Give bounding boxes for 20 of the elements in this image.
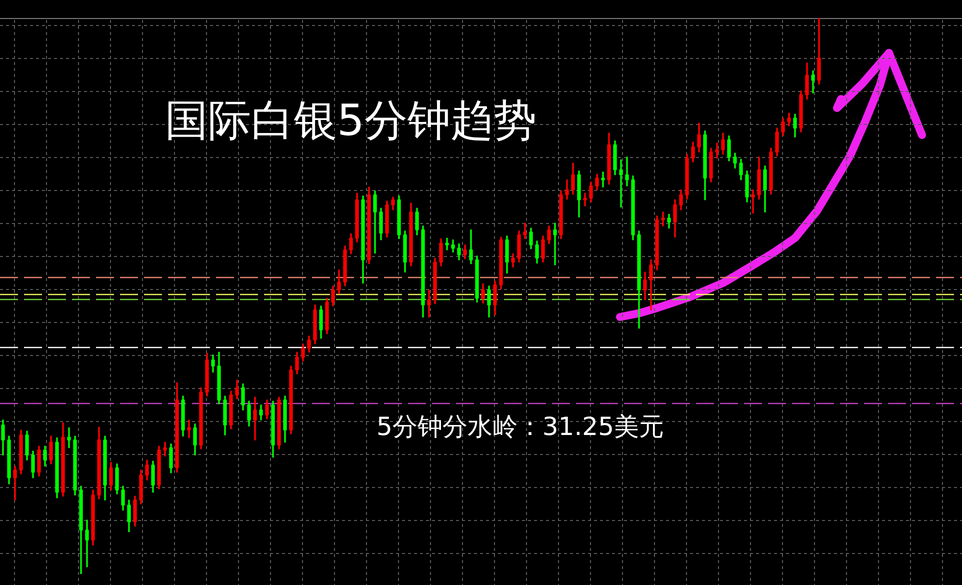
candlestick — [445, 238, 449, 250]
candlestick — [67, 427, 71, 448]
candlestick — [583, 192, 587, 206]
candlestick — [163, 442, 167, 456]
candlestick — [253, 396, 257, 440]
candlestick — [553, 222, 557, 266]
candlestick — [523, 222, 527, 240]
candlestick — [13, 466, 17, 500]
candlestick — [619, 159, 623, 208]
candlestick — [751, 189, 755, 214]
candlestick — [427, 290, 431, 318]
candlestick — [625, 156, 629, 186]
candlestick — [601, 172, 605, 188]
candlestick — [187, 420, 191, 438]
candlestick — [715, 142, 719, 158]
candlestick — [811, 70, 815, 94]
candlestick — [85, 520, 89, 568]
candlestick — [661, 212, 665, 226]
ref-line-label: 5分钟分水岭：31.25美元 — [376, 412, 664, 441]
text: 国际白银5分钟趋势 — [165, 96, 536, 146]
